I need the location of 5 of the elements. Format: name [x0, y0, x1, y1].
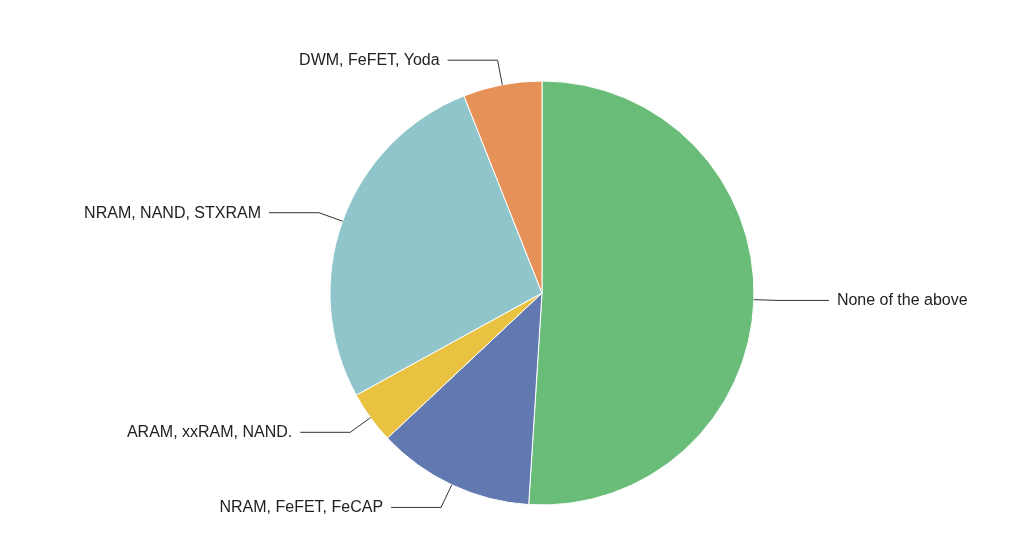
slice-label: DWM, FeFET, Yoda: [299, 51, 440, 69]
slice-label: ARAM, xxRAM, NAND.: [126, 423, 293, 441]
slice-label: NRAM, FeFET, FeCAP: [219, 498, 384, 516]
slice-label: NRAM, NAND, STXRAM: [84, 203, 262, 221]
slice-label: None of the above: [836, 291, 968, 309]
